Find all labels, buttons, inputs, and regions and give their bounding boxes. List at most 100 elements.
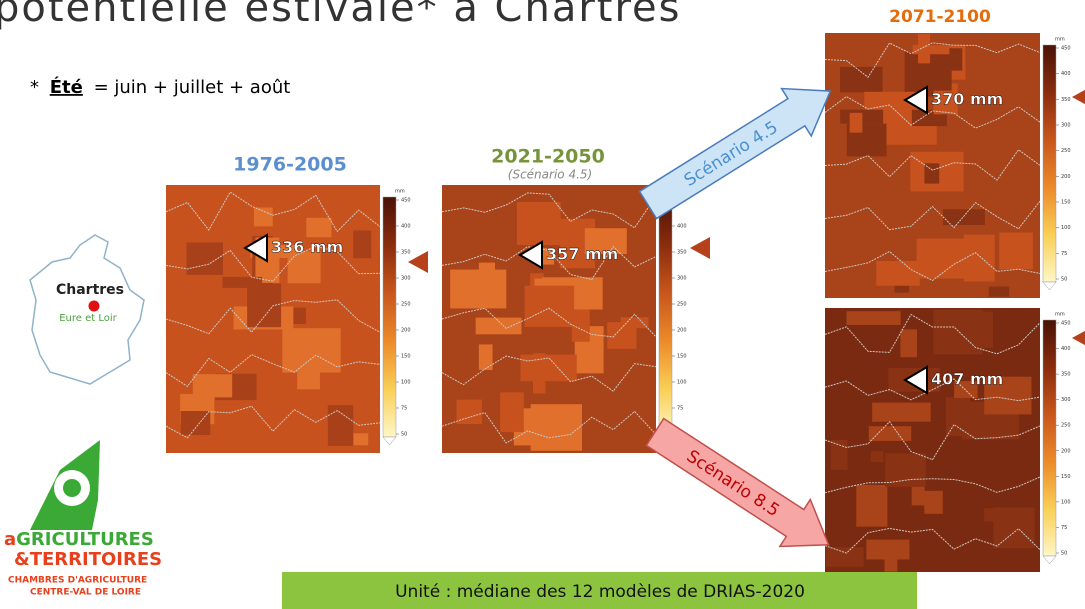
boundary xyxy=(824,250,1041,282)
colorbar-tick-label: 450 xyxy=(1061,46,1071,52)
boundary xyxy=(824,313,1041,355)
colorbar-tick-label: 450 xyxy=(401,198,411,204)
colorbar-tick-label: 50 xyxy=(1061,277,1067,283)
scenario-label: Scénario 8.5 xyxy=(683,446,783,521)
boundary xyxy=(441,307,657,338)
map-patch xyxy=(846,311,901,325)
map-patch xyxy=(520,354,577,382)
map-patch xyxy=(943,209,985,226)
map-patch xyxy=(607,322,637,349)
boundary xyxy=(165,191,381,233)
colorbar-tick-label: 200 xyxy=(401,328,411,334)
colorbar-tick-label: 300 xyxy=(1061,123,1071,129)
colorbar-tick-label: 150 xyxy=(401,354,411,360)
note-mark: * xyxy=(30,77,39,98)
colorbar-tick-label: 200 xyxy=(1061,448,1071,454)
note-definition: = juin + juillet + août xyxy=(94,77,291,98)
map-patch xyxy=(924,490,943,514)
boundary xyxy=(441,245,657,281)
colorbar-end xyxy=(382,436,397,446)
value-label: 336 mm xyxy=(271,238,343,257)
map-patch xyxy=(849,112,863,133)
map-patch xyxy=(868,426,912,441)
map-patch xyxy=(287,251,321,284)
map-patch xyxy=(584,228,627,255)
colorbar-tick-label: 400 xyxy=(677,224,687,230)
boundary xyxy=(441,410,657,444)
colorbar-tick-label: 50 xyxy=(1061,551,1067,557)
colorbar-tick-label: 300 xyxy=(401,276,411,282)
map-patch xyxy=(946,397,971,437)
colorbar-tick-label: 250 xyxy=(401,302,411,308)
value-label: 407 mm xyxy=(931,370,1003,389)
boundary xyxy=(824,420,1041,461)
arrow-shape xyxy=(645,417,830,548)
boundary xyxy=(165,299,381,335)
colorbar-tick-label: 100 xyxy=(677,380,687,386)
map-patch xyxy=(872,402,931,422)
map-patch xyxy=(900,329,918,358)
colorbar-tick-label: 350 xyxy=(1061,372,1071,378)
subtitle: (Scénario 4.5) xyxy=(508,168,592,182)
logo-rest: GRICULTURES xyxy=(16,529,154,550)
map-patch xyxy=(988,286,1010,297)
value-pointer xyxy=(903,365,928,395)
colorbar-tick-label: 150 xyxy=(677,354,687,360)
map-patch xyxy=(192,374,233,398)
map-patch xyxy=(885,453,926,487)
colorbar-tick-label: 200 xyxy=(677,328,687,334)
colorbar-tick-label: 350 xyxy=(401,250,411,256)
department: Eure et Loir xyxy=(59,313,117,324)
logo-letter-inner xyxy=(63,479,81,497)
colorbar-end xyxy=(1042,281,1057,291)
level-marker xyxy=(690,237,710,259)
colorbar-tick-label: 75 xyxy=(677,406,683,412)
map xyxy=(441,185,657,453)
boundary xyxy=(824,200,1041,231)
map-patch xyxy=(840,66,883,93)
boundary xyxy=(441,192,657,229)
boundary xyxy=(824,95,1041,129)
colorbar-tick-label: 150 xyxy=(1061,200,1071,206)
logo-line3: CHAMBRES D'AGRICULTURE xyxy=(8,576,147,586)
map-patch xyxy=(924,163,940,184)
map-patch xyxy=(478,344,493,370)
map-patch xyxy=(884,554,898,572)
map-patch xyxy=(993,507,1035,549)
colorbar-tick-label: 75 xyxy=(1061,525,1067,531)
boundary xyxy=(824,149,1041,181)
map xyxy=(824,308,1041,572)
map-patch xyxy=(306,217,332,238)
map-patch xyxy=(222,276,263,288)
arrow-shape xyxy=(638,87,832,220)
colorbar-tick-label: 75 xyxy=(401,406,407,412)
period: 1976-2005 xyxy=(233,154,347,176)
period: 2071-2100 xyxy=(889,7,991,27)
colorbar xyxy=(658,196,673,438)
map-patch xyxy=(186,242,224,275)
footer: Unité : médiane des 12 modèles de DRIAS-… xyxy=(395,582,805,602)
map-patch xyxy=(524,285,575,327)
colorbar-tick-label: 250 xyxy=(677,302,687,308)
colorbar-tick-label: 250 xyxy=(1061,148,1071,154)
boundary xyxy=(824,476,1041,494)
map-patch xyxy=(353,230,372,259)
boundary xyxy=(824,378,1041,402)
scenario-arrow: Scénario 4.5 xyxy=(638,87,832,220)
footer-box xyxy=(282,572,917,609)
colorbar-unit: mm xyxy=(1055,312,1065,318)
map-patch xyxy=(999,232,1033,270)
map-patch xyxy=(830,440,848,470)
colorbar-end xyxy=(1042,555,1057,565)
map-patch xyxy=(856,485,888,527)
colorbar-tick-label: 250 xyxy=(1061,423,1071,429)
logo-line1: aGRICULTURES xyxy=(4,529,154,550)
map-patch xyxy=(866,539,910,560)
colorbar-tick-label: 75 xyxy=(1061,251,1067,257)
map-patch xyxy=(475,317,522,335)
level-marker xyxy=(1072,330,1085,346)
value-pointer xyxy=(243,233,268,263)
boundary xyxy=(165,245,381,282)
level-marker xyxy=(408,251,428,273)
